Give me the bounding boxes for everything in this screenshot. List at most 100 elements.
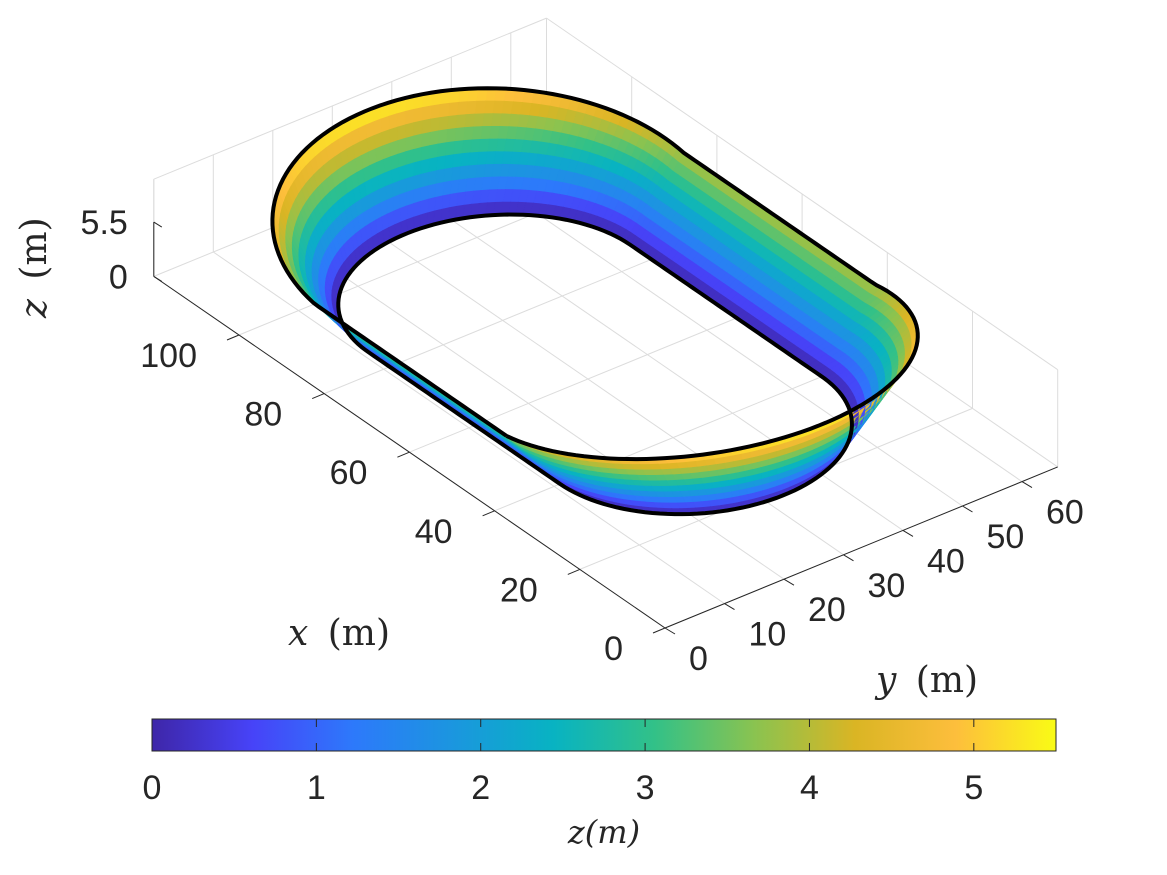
surface-patch: [406, 203, 414, 220]
y-tick: [962, 505, 973, 513]
surface-patch: [398, 164, 407, 182]
colorbar-bar: [151, 718, 1057, 752]
surface-patch: [434, 182, 444, 198]
surface-patch: [434, 195, 443, 212]
x-tick-label: 80: [244, 396, 282, 434]
surface-patch: [450, 166, 461, 182]
inner-edge: [336, 212, 854, 517]
gridline: [153, 17, 547, 180]
colorbar-tick-label: 4: [800, 769, 819, 807]
surface-patch: [405, 162, 414, 180]
colorbar-label: z(m): [567, 813, 640, 851]
surface-patch: [428, 156, 438, 173]
surface-patch: [446, 114, 458, 130]
surface-patch: [396, 111, 406, 128]
surface-patch: [429, 117, 440, 133]
surface-patch: [413, 133, 422, 150]
y-tick: [902, 529, 914, 537]
y-tick: [1021, 481, 1033, 489]
gridline: [272, 227, 785, 580]
surface-patch: [445, 128, 457, 143]
y-tick-label: 30: [868, 567, 906, 605]
y-tick-label: 20: [808, 591, 846, 629]
surface-patch: [437, 129, 448, 145]
surface-patch: [430, 104, 441, 120]
surface-patch: [396, 124, 406, 141]
surface-patch: [449, 179, 460, 195]
surface-patch: [436, 155, 446, 172]
surface-patch: [428, 143, 439, 160]
surface-patch: [427, 197, 436, 214]
surface-patch: [443, 154, 454, 170]
surface-patch: [413, 120, 423, 137]
colorbar-tick-label: 1: [307, 769, 326, 807]
z-axis-label: z (m): [14, 217, 55, 319]
surface-patch: [420, 198, 429, 216]
surface-patch: [452, 153, 463, 169]
z-tick: [153, 275, 163, 282]
y-tick: [664, 627, 676, 635]
y-tick-label: 50: [987, 518, 1025, 556]
surface-patch: [413, 187, 422, 204]
surface-patch: [427, 183, 437, 200]
surface-patch: [420, 171, 429, 189]
surface-patch: [420, 185, 429, 202]
z-tick-label: 5.5: [81, 204, 128, 242]
surface-patch: [427, 170, 437, 187]
surface-patch: [413, 173, 422, 191]
z-tick: [153, 221, 163, 228]
y-axis-label: y (m): [874, 660, 978, 701]
surface-patch: [404, 122, 414, 139]
surface-patch: [444, 141, 455, 157]
surface-patch: [405, 175, 414, 193]
surface-patch: [464, 113, 476, 128]
surface-patch: [405, 149, 414, 166]
y-tick-label: 10: [749, 616, 787, 654]
surface-patch: [421, 105, 432, 122]
surface-patch: [404, 108, 414, 126]
x-axis-ticks: 0 20 40 60 80 100: [140, 334, 666, 668]
x-tick: [312, 393, 325, 400]
x-tick-label: 100: [140, 337, 197, 375]
gridline: [213, 251, 725, 605]
surface-patch: [413, 160, 422, 177]
surface-patch: [442, 180, 452, 197]
surface-patch: [420, 145, 430, 162]
surface-patch: [436, 142, 447, 158]
x-tick-label: 60: [330, 454, 368, 492]
x-tick-label: 20: [500, 571, 538, 609]
surface-patch: [421, 131, 431, 148]
x-axis-label: x (m): [288, 613, 390, 654]
y-axis-line: [664, 466, 1058, 629]
surface-patch: [421, 118, 431, 135]
surface-patch: [465, 100, 477, 115]
x-tick: [652, 627, 666, 634]
surface-patch: [455, 114, 467, 129]
track-surface: [270, 86, 920, 517]
surface-patch: [397, 151, 407, 168]
surface-patch: [413, 200, 421, 218]
y-axis-ticks: 0 10 20 30 40 50 60: [664, 481, 1084, 678]
gridline: [546, 17, 1058, 371]
surface-patch: [405, 135, 414, 153]
surface-patch: [462, 126, 474, 141]
colorbar-tick-label: 3: [636, 769, 655, 807]
colorbar-tick-label: 5: [964, 769, 983, 807]
x-tick-label: 0: [604, 630, 623, 668]
surface-patch: [443, 167, 453, 183]
surface-patch: [413, 147, 422, 164]
surface-patch: [447, 101, 459, 117]
colorbar-ticks: 0 1 2 3 4 5: [143, 719, 983, 807]
x-tick: [226, 334, 240, 341]
y-tick-label: 0: [689, 640, 708, 678]
x-tick: [567, 568, 580, 575]
colorbar-tick-label: 2: [471, 769, 490, 807]
y-tick: [783, 578, 795, 586]
surface-patch: [453, 140, 464, 155]
surface-patch: [435, 168, 445, 185]
y-tick-label: 60: [1046, 494, 1084, 532]
surface-patch: [406, 189, 414, 207]
z-tick-label: 0: [109, 258, 128, 296]
surface-patch: [397, 137, 406, 155]
surface-patch: [438, 102, 450, 118]
